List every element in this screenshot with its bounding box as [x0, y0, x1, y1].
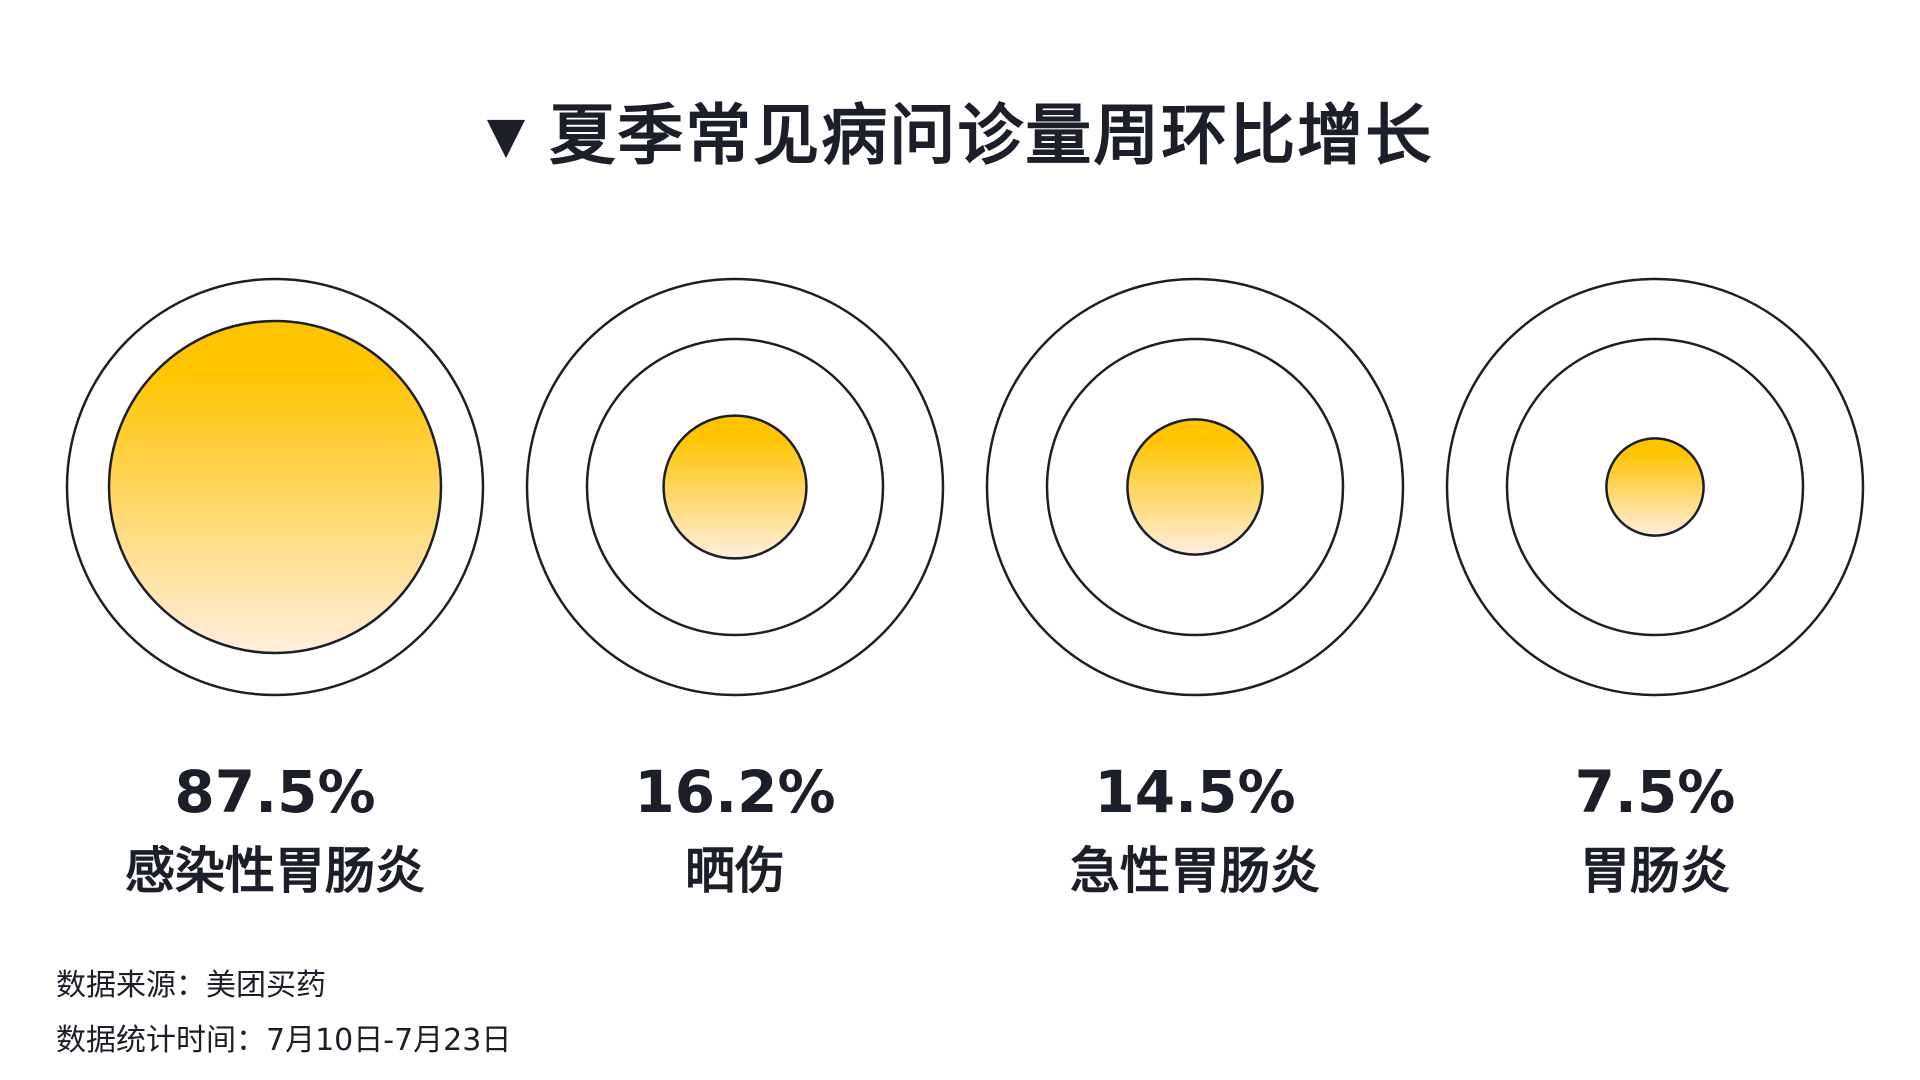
chart-marks: 87.5% 感染性胃肠炎 16.2% 晒伤 14.5% 急性胃肠炎 7.5% 胃肠炎	[65, 277, 1865, 900]
outer-ring	[985, 277, 1405, 697]
value-label: 7.5%	[1575, 758, 1736, 826]
outer-ring	[525, 277, 945, 697]
category-label: 感染性胃肠炎	[125, 842, 425, 900]
value-label: 87.5%	[174, 758, 375, 826]
inner-ring	[585, 337, 885, 637]
category-label: 胃肠炎	[1580, 842, 1730, 900]
value-label: 14.5%	[1094, 758, 1295, 826]
category-label: 急性胃肠炎	[1070, 842, 1320, 900]
data-period-note: 数据统计时间：7月10日-7月23日	[56, 1023, 512, 1058]
value-label: 16.2%	[634, 758, 835, 826]
value-bubble	[662, 414, 808, 560]
value-bubble	[1126, 418, 1264, 556]
inner-ring	[1045, 337, 1345, 637]
outer-ring	[1445, 277, 1865, 697]
category-label: 晒伤	[685, 842, 785, 900]
value-bubble	[107, 319, 443, 655]
chart-title-text: 夏季常见病问诊量周环比增长	[549, 97, 1434, 174]
inner-ring	[1505, 337, 1805, 637]
outer-ring	[65, 277, 485, 697]
data-source-note: 数据来源：美团买药	[56, 968, 326, 1003]
value-bubble	[1605, 437, 1705, 537]
triangle-down-icon: ▼	[486, 106, 528, 164]
chart-title: ▼ 夏季常见病问诊量周环比增长	[0, 82, 1920, 178]
